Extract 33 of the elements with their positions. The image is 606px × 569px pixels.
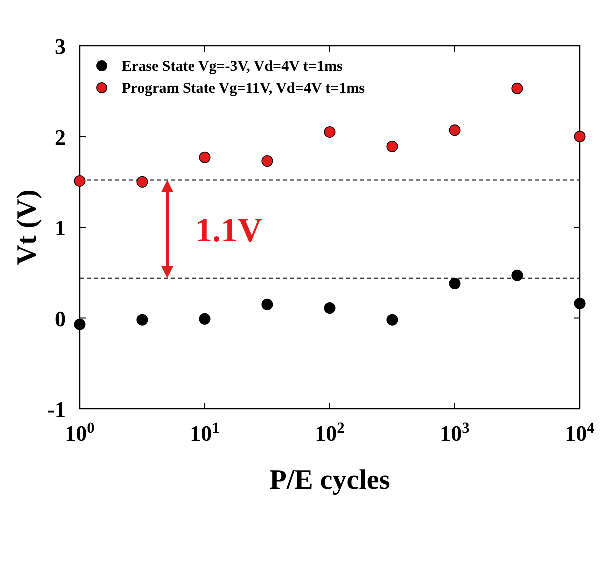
- x-tick-label: 10$^{1}$: [190, 420, 220, 446]
- annotation: 1.1V: [196, 212, 263, 250]
- y-axis-title: Vt (V): [12, 190, 43, 266]
- x-tick-label: 10$^{4}$: [565, 420, 596, 446]
- x-tick-label: 10$^{2}$: [315, 420, 346, 446]
- point: [574, 298, 586, 310]
- legend-label: Program State Vg=11V, Vd=4V t=1ms: [122, 81, 366, 97]
- point: [199, 152, 211, 164]
- point: [262, 156, 274, 167]
- y-tick-label: 0: [55, 306, 66, 332]
- point: [449, 278, 461, 290]
- point: [199, 313, 211, 325]
- point: [74, 318, 86, 330]
- y-tick-label: 3: [55, 34, 66, 59]
- point: [512, 270, 524, 282]
- point: [74, 175, 86, 187]
- point: [512, 82, 524, 94]
- point: [324, 302, 336, 314]
- point: [324, 126, 336, 138]
- y-tick-label: -1: [48, 397, 66, 422]
- point: [136, 314, 148, 326]
- x-tick-label: 10$^{0}$: [65, 420, 96, 446]
- y-tick-label: 2: [55, 124, 66, 150]
- point: [574, 131, 586, 142]
- point: [386, 314, 398, 326]
- point: [262, 298, 274, 310]
- y-tick-label: 1: [55, 216, 66, 240]
- point: [449, 124, 461, 136]
- x-axis-title: P/E cycles: [270, 465, 390, 496]
- x-tick-label: 10$^{3}$: [440, 420, 470, 446]
- legend-label: Erase State Vg=-3V, Vd=4V t=1ms: [122, 59, 343, 75]
- point: [386, 140, 398, 152]
- point: [136, 176, 148, 188]
